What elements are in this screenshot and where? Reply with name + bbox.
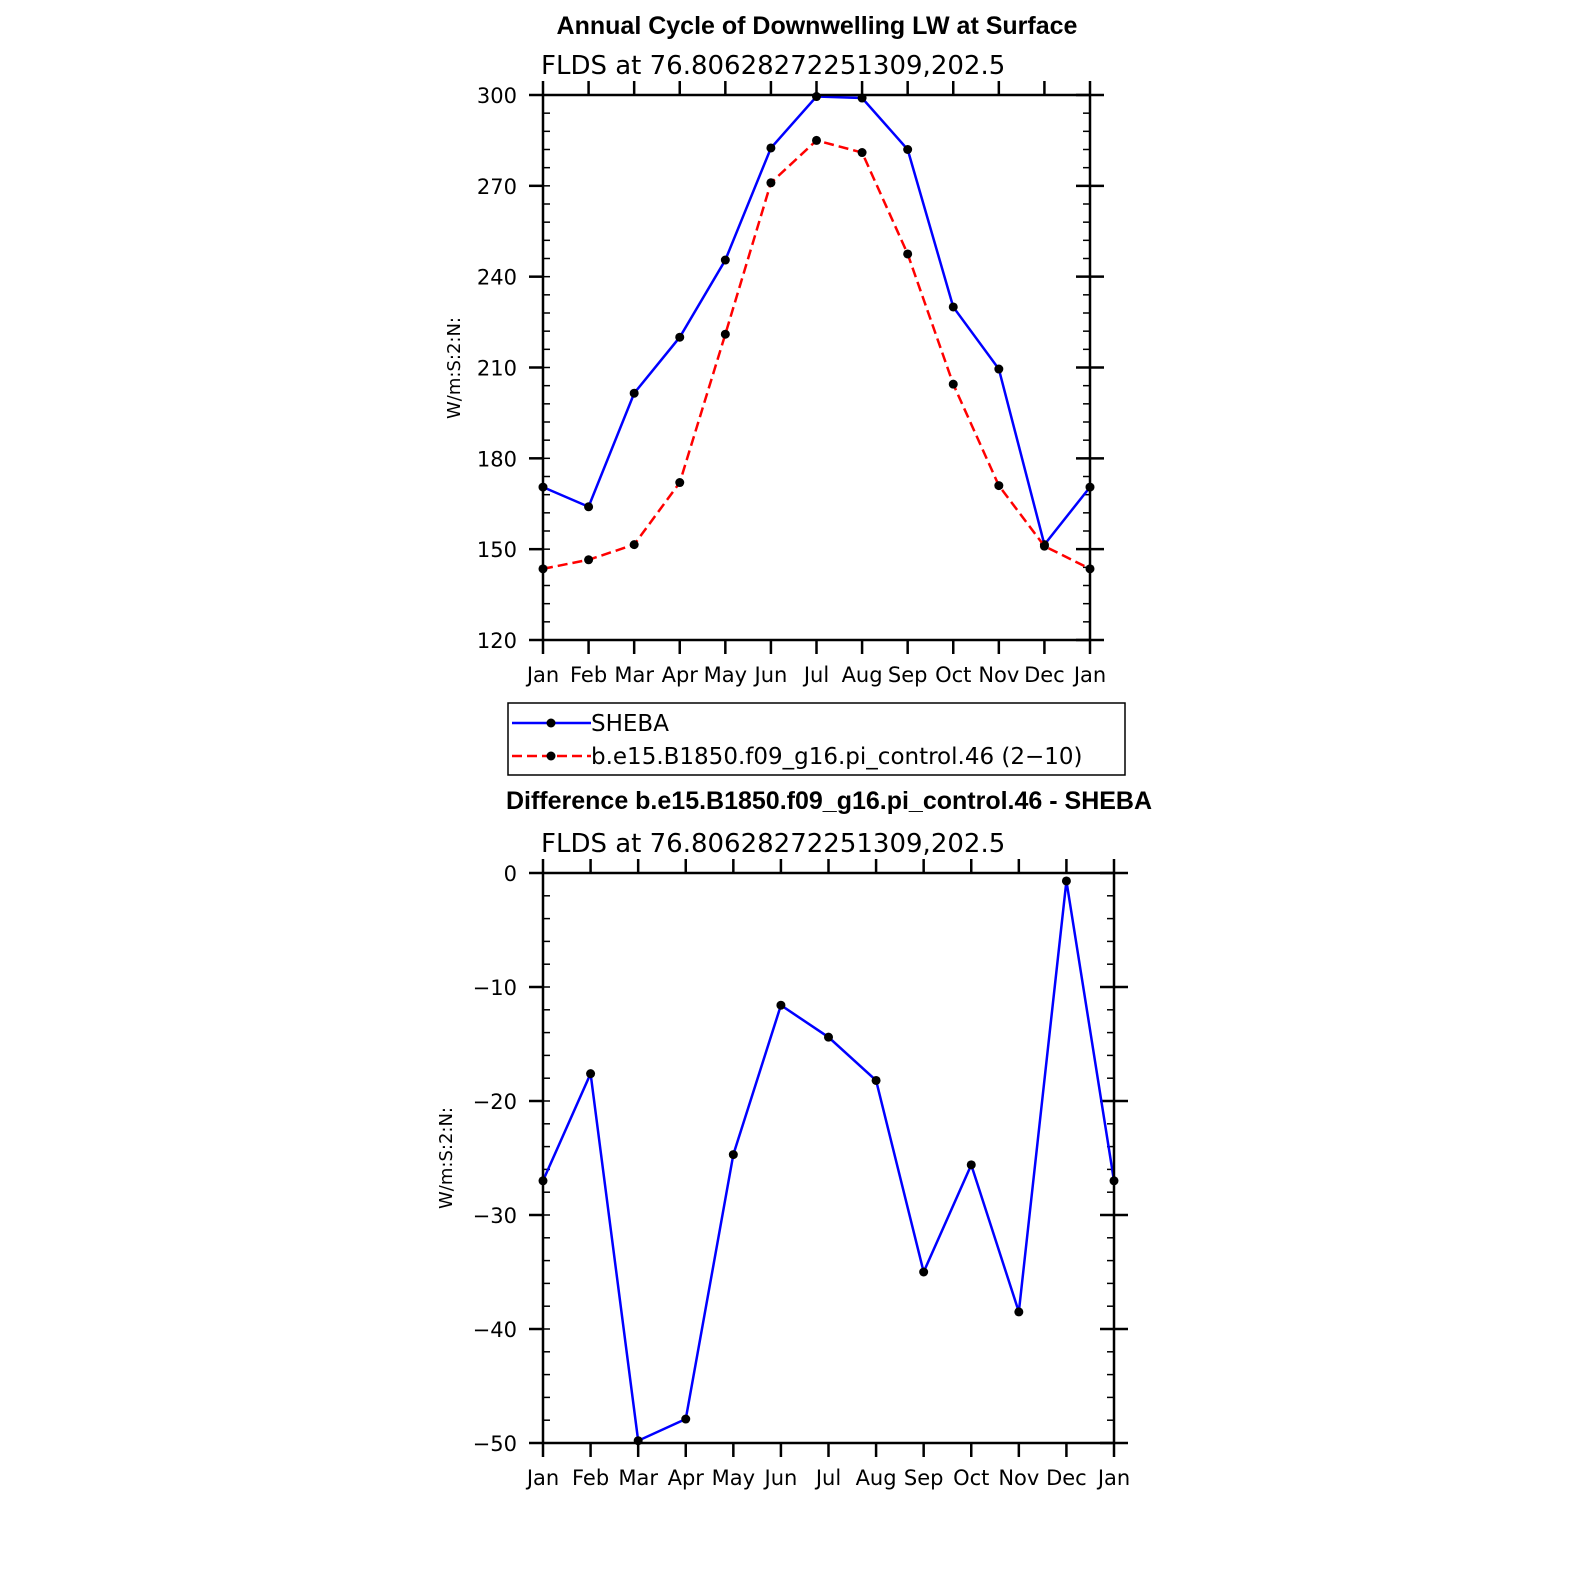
legend-box: [507, 702, 1126, 776]
x-tick-label: Oct: [953, 1466, 989, 1490]
x-tick-label: Nov: [978, 663, 1019, 687]
y-tick-label: −20: [473, 1090, 517, 1114]
chart-subtitle: FLDS at 76.80628272251309,202.5: [541, 51, 1005, 81]
y-axis-label: W/m:S:2:N:: [444, 317, 465, 419]
data-point: [584, 502, 594, 512]
data-point: [1061, 876, 1071, 886]
data-point: [948, 302, 958, 312]
data-point: [919, 1267, 929, 1277]
annual-cycle-chart: Annual Cycle of Downwelling LW at Surfac…: [444, 12, 1106, 687]
data-point: [871, 1075, 881, 1085]
x-tick-label: Aug: [842, 663, 883, 687]
x-tick-label: Jan: [525, 1466, 559, 1490]
data-point: [857, 148, 867, 158]
x-tick-label: Aug: [856, 1466, 897, 1490]
x-tick-label: Jun: [763, 1466, 798, 1490]
x-tick-label: May: [704, 663, 747, 687]
x-tick-label: Mar: [618, 1466, 658, 1490]
data-point: [948, 379, 958, 389]
y-tick-label: −30: [473, 1204, 517, 1228]
data-point: [720, 255, 730, 265]
x-tick-label: Dec: [1046, 1466, 1087, 1490]
data-point: [966, 1160, 976, 1170]
plot-frame: [541, 871, 1116, 1445]
data-point: [812, 135, 821, 145]
difference-chart: Difference b.e15.B1850.f09_g16.pi_contro…: [436, 787, 1152, 1490]
data-point: [586, 1069, 596, 1079]
data-point: [903, 145, 913, 154]
series-layer: [538, 92, 1095, 574]
x-tick-label: Apr: [668, 1466, 705, 1490]
y-tick-label: 120: [477, 629, 517, 653]
y-tick-label: 270: [477, 175, 517, 199]
series-line-0: [541, 880, 1116, 1443]
series-line-1: [542, 139, 1091, 571]
y-tick-label: 210: [477, 357, 517, 381]
data-point: [675, 332, 685, 342]
legend-marker-sheba: [546, 718, 556, 728]
data-point: [824, 1032, 833, 1042]
x-tick-label: Dec: [1024, 663, 1065, 687]
data-point: [994, 481, 1004, 491]
data-point: [675, 478, 685, 488]
legend-label-model: b.e15.B1850.f09_g16.pi_control.46 (2−10): [591, 744, 1083, 770]
chart-title: Difference b.e15.B1850.f09_g16.pi_contro…: [506, 787, 1152, 815]
x-tick-label: Nov: [998, 1466, 1039, 1490]
axis-ticks: Jan Feb Mar Apr May Jun Jul Aug Sep Oct Nov Dec Jan−…: [473, 859, 1130, 1490]
x-tick-label: Jun: [753, 663, 788, 687]
x-tick-label: Jan: [1072, 663, 1106, 687]
x-tick-label: Apr: [662, 663, 699, 687]
data-point: [766, 178, 776, 188]
x-tick-label: Jan: [525, 663, 559, 687]
y-tick-label: 240: [477, 266, 517, 290]
x-tick-label: Jul: [802, 663, 829, 687]
data-point: [728, 1150, 738, 1160]
chart-subtitle: FLDS at 76.80628272251309,202.5: [541, 829, 1005, 859]
data-point: [1014, 1307, 1024, 1317]
axis-ticks: Jan Feb Mar Apr May Jun Jul Aug Sep Oct Nov Dec Jan 1…: [477, 81, 1106, 687]
x-tick-label: Feb: [572, 1466, 609, 1490]
y-tick-label: 0: [504, 862, 517, 886]
y-tick-label: −50: [473, 1432, 517, 1456]
y-axis-label: W/m:S:2:N:: [436, 1107, 457, 1209]
y-tick-label: 300: [477, 84, 517, 108]
x-tick-label: May: [712, 1466, 755, 1490]
chart-title: Annual Cycle of Downwelling LW at Surfac…: [557, 12, 1078, 40]
x-tick-label: Feb: [570, 663, 607, 687]
x-tick-label: Jul: [814, 1466, 841, 1490]
legend-label-sheba: SHEBA: [591, 711, 669, 737]
data-point: [812, 92, 821, 102]
y-tick-label: 180: [477, 447, 517, 471]
x-tick-label: Mar: [614, 663, 654, 687]
legend-marker-model: [546, 751, 556, 761]
series-layer: [538, 876, 1119, 1446]
series-line-0: [542, 95, 1091, 548]
plot-frame: [541, 93, 1092, 642]
data-point: [629, 388, 639, 398]
data-point: [776, 1000, 786, 1010]
data-point: [681, 1414, 691, 1424]
data-point: [584, 555, 594, 565]
x-tick-label: Sep: [888, 663, 928, 687]
x-tick-label: Oct: [935, 663, 971, 687]
x-tick-label: Sep: [904, 1466, 944, 1490]
data-point: [903, 249, 913, 259]
x-tick-label: Jan: [1096, 1466, 1130, 1490]
data-point: [720, 329, 730, 339]
legend: SHEBA b.e15.B1850.f09_g16.pi_control.46 …: [507, 702, 1126, 776]
data-point: [994, 364, 1004, 374]
data-point: [629, 540, 639, 550]
data-point: [766, 143, 776, 153]
data-point: [1039, 541, 1049, 551]
y-tick-label: −40: [473, 1318, 517, 1342]
y-tick-label: −10: [473, 976, 517, 1000]
y-tick-label: 150: [477, 538, 517, 562]
